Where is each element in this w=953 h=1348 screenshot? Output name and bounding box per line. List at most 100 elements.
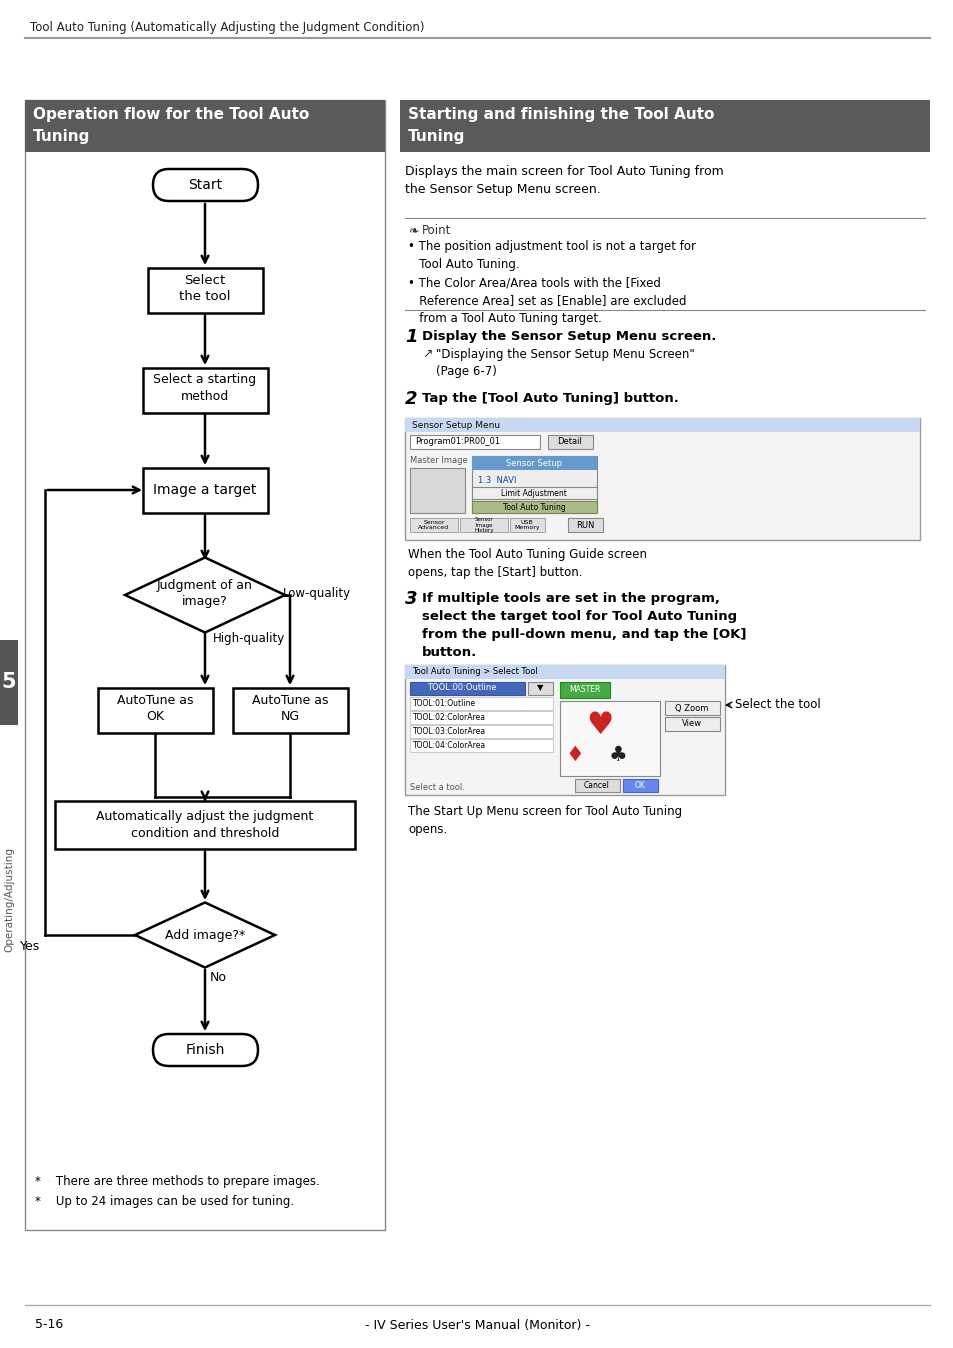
Text: TOOL:04:ColorArea: TOOL:04:ColorArea [413,740,486,749]
Bar [472,456,597,514]
Bar [148,268,263,313]
Text: TOOL:03:ColorArea: TOOL:03:ColorArea [413,727,486,736]
Text: Tool Auto Tuning (Automatically Adjusting the Judgment Condition): Tool Auto Tuning (Automatically Adjustin… [30,22,424,35]
Text: "Displaying the Sensor Setup Menu Screen"
(Page 6-7): "Displaying the Sensor Setup Menu Screen… [436,348,694,377]
Text: When the Tool Auto Tuning Guide screen
opens, tap the [Start] button.: When the Tool Auto Tuning Guide screen o… [408,549,646,580]
Bar [143,468,268,514]
Text: TOOL:01:Outline: TOOL:01:Outline [413,698,476,708]
Text: Operation flow for the Tool Auto: Operation flow for the Tool Auto [33,106,309,121]
Text: Displays the main screen for Tool Auto Tuning from
the Sensor Setup Menu screen.: Displays the main screen for Tool Auto T… [405,164,723,195]
Text: *    There are three methods to prepare images.: * There are three methods to prepare ima… [35,1175,319,1188]
Text: Operating/Adjusting: Operating/Adjusting [4,848,14,953]
Bar [0,640,18,725]
Bar [55,801,355,849]
Bar [25,100,385,1229]
Text: 1: 1 [405,328,417,346]
Text: Image a target: Image a target [153,483,256,497]
Text: The Start Up Menu screen for Tool Auto Tuning
opens.: The Start Up Menu screen for Tool Auto T… [408,805,681,836]
Text: ♦: ♦ [565,745,584,766]
Text: 2: 2 [405,390,417,408]
Text: Start: Start [188,178,222,191]
Text: Low-quality: Low-quality [283,586,351,600]
Bar [410,710,553,724]
Bar [510,518,544,532]
Bar [410,739,553,752]
Text: 5-16: 5-16 [35,1318,63,1332]
Text: 3: 3 [405,590,417,608]
Text: No: No [210,971,227,984]
Text: Tap the [Tool Auto Tuning] button.: Tap the [Tool Auto Tuning] button. [421,392,679,404]
Text: Sensor
Image
History: Sensor Image History [474,518,494,532]
Bar [472,487,597,499]
Bar [664,701,720,714]
Bar [410,518,457,532]
Text: If multiple tools are set in the program,
select the target tool for Tool Auto T: If multiple tools are set in the program… [421,592,745,659]
Text: Select the tool: Select the tool [734,698,820,712]
Text: Q Zoom: Q Zoom [675,704,708,713]
Text: - IV Series User's Manual (Monitor) -: - IV Series User's Manual (Monitor) - [364,1318,589,1332]
Text: Tool Auto Tuning: Tool Auto Tuning [502,503,565,511]
Bar [410,682,524,696]
Text: Select a starting
method: Select a starting method [153,373,256,403]
Text: Tuning: Tuning [33,128,91,143]
Text: ♣: ♣ [608,745,627,766]
Text: • The position adjustment tool is not a target for
   Tool Auto Tuning.
• The Co: • The position adjustment tool is not a … [408,240,696,325]
Bar [575,779,619,793]
Text: Starting and finishing the Tool Auto: Starting and finishing the Tool Auto [408,106,714,121]
Text: MASTER: MASTER [569,686,600,694]
Polygon shape [125,558,285,632]
Bar [25,100,385,152]
Bar [143,368,268,412]
Bar [410,697,553,710]
Bar [459,518,507,532]
Bar [472,501,597,514]
Bar [559,682,609,698]
Text: Sensor
Advanced: Sensor Advanced [418,519,449,530]
Text: Add image?*: Add image?* [165,929,245,941]
FancyBboxPatch shape [152,1034,257,1066]
Text: OK: OK [634,780,645,790]
Text: Tool Auto Tuning > Select Tool: Tool Auto Tuning > Select Tool [412,667,537,677]
Bar [405,665,724,795]
Text: High-quality: High-quality [213,632,285,644]
Bar [664,717,720,731]
Text: Sensor Setup Menu: Sensor Setup Menu [412,421,499,430]
Bar [547,435,593,449]
Bar [622,779,658,793]
Bar [233,687,348,733]
Text: ▼: ▼ [537,683,542,693]
Bar [405,418,919,541]
Text: Display the Sensor Setup Menu screen.: Display the Sensor Setup Menu screen. [421,330,716,342]
Text: ❧: ❧ [408,224,418,237]
Polygon shape [135,903,274,968]
Text: Yes: Yes [20,940,40,953]
Text: Judgment of an
image?: Judgment of an image? [157,578,253,608]
Text: ♥: ♥ [586,710,613,740]
Text: TOOL:02:ColorArea: TOOL:02:ColorArea [413,713,485,721]
Text: Program01:PR00_01: Program01:PR00_01 [415,438,499,446]
Text: Automatically adjust the judgment
condition and threshold: Automatically adjust the judgment condit… [96,810,314,840]
Text: ↗: ↗ [421,348,432,361]
Text: 5: 5 [2,673,16,692]
Bar [98,687,213,733]
Text: *    Up to 24 images can be used for tuning.: * Up to 24 images can be used for tuning… [35,1194,294,1208]
Text: Master Image: Master Image [410,456,467,465]
Text: Point: Point [421,224,451,237]
Text: View: View [681,720,701,728]
Text: Finish: Finish [185,1043,225,1057]
Bar [410,468,464,514]
Text: AutoTune as
OK: AutoTune as OK [116,693,193,723]
Text: 1.3  NAVI: 1.3 NAVI [477,476,516,485]
FancyBboxPatch shape [152,168,257,201]
Text: Limit Adjustment: Limit Adjustment [500,488,566,497]
Text: Select
the tool: Select the tool [179,274,231,302]
Bar [472,456,597,470]
Bar [405,418,919,431]
Bar [410,435,539,449]
Text: Sensor Setup: Sensor Setup [505,458,561,468]
Bar [410,725,553,737]
Bar [527,682,553,696]
Text: USB
Memory: USB Memory [514,519,539,530]
Text: Select a tool.: Select a tool. [410,783,464,793]
Bar [559,701,659,776]
